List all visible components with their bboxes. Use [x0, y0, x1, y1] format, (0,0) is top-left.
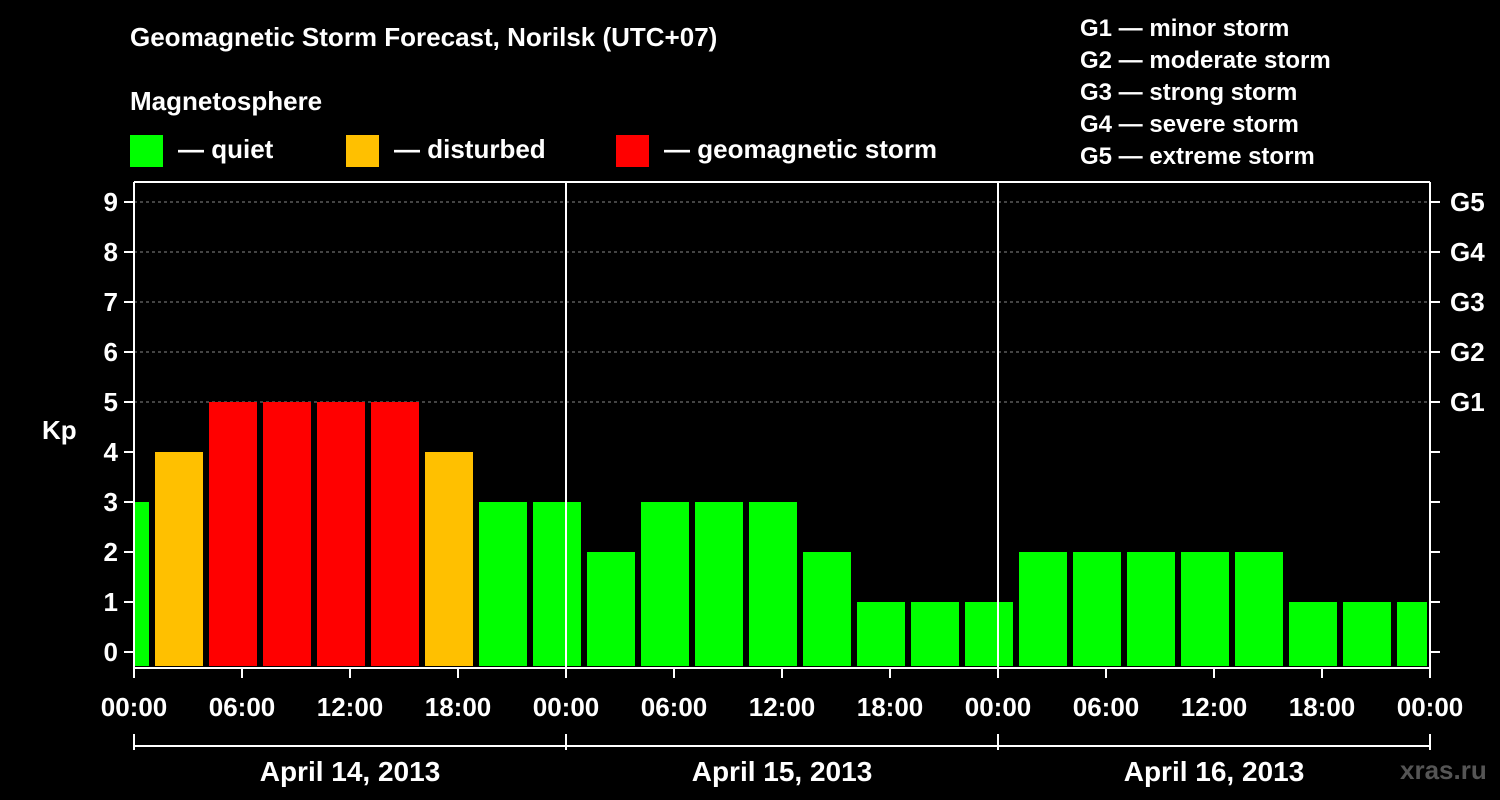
bar	[533, 502, 581, 666]
y-tick-label: 6	[104, 337, 118, 367]
y-tick-label: 4	[104, 437, 119, 467]
bar	[1397, 602, 1427, 666]
bar	[263, 402, 311, 666]
x-tick-label: 06:00	[209, 692, 276, 722]
storm-scale-g1: G1 — minor storm	[1080, 15, 1290, 42]
bar	[371, 402, 419, 666]
bar	[317, 402, 365, 666]
bar	[135, 502, 149, 666]
g-scale-label: G4	[1450, 237, 1485, 267]
day-label: April 14, 2013	[260, 756, 441, 787]
bar	[695, 502, 743, 666]
x-tick-label: 18:00	[425, 692, 492, 722]
storm-scale-g4: G4 — severe storm	[1080, 111, 1299, 138]
x-tick-label: 00:00	[533, 692, 600, 722]
bar	[209, 402, 257, 666]
x-tick-label: 00:00	[1397, 692, 1464, 722]
legend-label-disturbed: — disturbed	[394, 134, 546, 164]
bar	[749, 502, 797, 666]
y-tick-label: 3	[104, 487, 118, 517]
x-tick-label: 06:00	[641, 692, 708, 722]
x-tick-label: 12:00	[1181, 692, 1248, 722]
bar	[803, 552, 851, 666]
chart-title: Geomagnetic Storm Forecast, Norilsk (UTC…	[130, 22, 718, 52]
bar	[1343, 602, 1391, 666]
x-tick-label: 12:00	[749, 692, 816, 722]
bar	[1127, 552, 1175, 666]
x-tick-label: 12:00	[317, 692, 384, 722]
g-scale-label: G1	[1450, 387, 1485, 417]
bar	[1235, 552, 1283, 666]
y-axis-label: Kp	[42, 415, 77, 445]
y-tick-label: 1	[104, 587, 118, 617]
x-tick-label: 18:00	[857, 692, 924, 722]
bar	[1181, 552, 1229, 666]
bar	[641, 502, 689, 666]
y-tick-label: 9	[104, 187, 118, 217]
storm-scale-g5: G5 — extreme storm	[1080, 143, 1315, 170]
bar	[155, 452, 203, 666]
y-tick-label: 2	[104, 537, 118, 567]
x-tick-label: 00:00	[101, 692, 168, 722]
legend-swatch-disturbed	[346, 135, 379, 167]
bar	[425, 452, 473, 666]
y-tick-label: 8	[104, 237, 118, 267]
x-tick-label: 06:00	[1073, 692, 1140, 722]
bar	[911, 602, 959, 666]
y-tick-label: 5	[104, 387, 118, 417]
day-label: April 16, 2013	[1124, 756, 1305, 787]
watermark: xras.ru	[1400, 755, 1487, 785]
g-scale-label: G3	[1450, 287, 1485, 317]
storm-scale-g2: G2 — moderate storm	[1080, 47, 1331, 74]
bar	[479, 502, 527, 666]
bar	[857, 602, 905, 666]
x-tick-label: 00:00	[965, 692, 1032, 722]
legend-swatch-storm	[616, 135, 649, 167]
bar	[587, 552, 635, 666]
y-tick-label: 0	[104, 637, 118, 667]
g-scale-label: G5	[1450, 187, 1485, 217]
bar	[1289, 602, 1337, 666]
legend-label-quiet: — quiet	[178, 134, 274, 164]
g-scale-label: G2	[1450, 337, 1485, 367]
legend-heading: Magnetosphere	[130, 86, 323, 116]
y-tick-label: 7	[104, 287, 118, 317]
bar	[965, 602, 1013, 666]
bar	[1019, 552, 1067, 666]
x-tick-label: 18:00	[1289, 692, 1356, 722]
legend-swatch-quiet	[130, 135, 163, 167]
storm-scale-g3: G3 — strong storm	[1080, 79, 1298, 106]
legend-label-storm: — geomagnetic storm	[664, 134, 938, 164]
day-label: April 15, 2013	[692, 756, 873, 787]
bar	[1073, 552, 1121, 666]
